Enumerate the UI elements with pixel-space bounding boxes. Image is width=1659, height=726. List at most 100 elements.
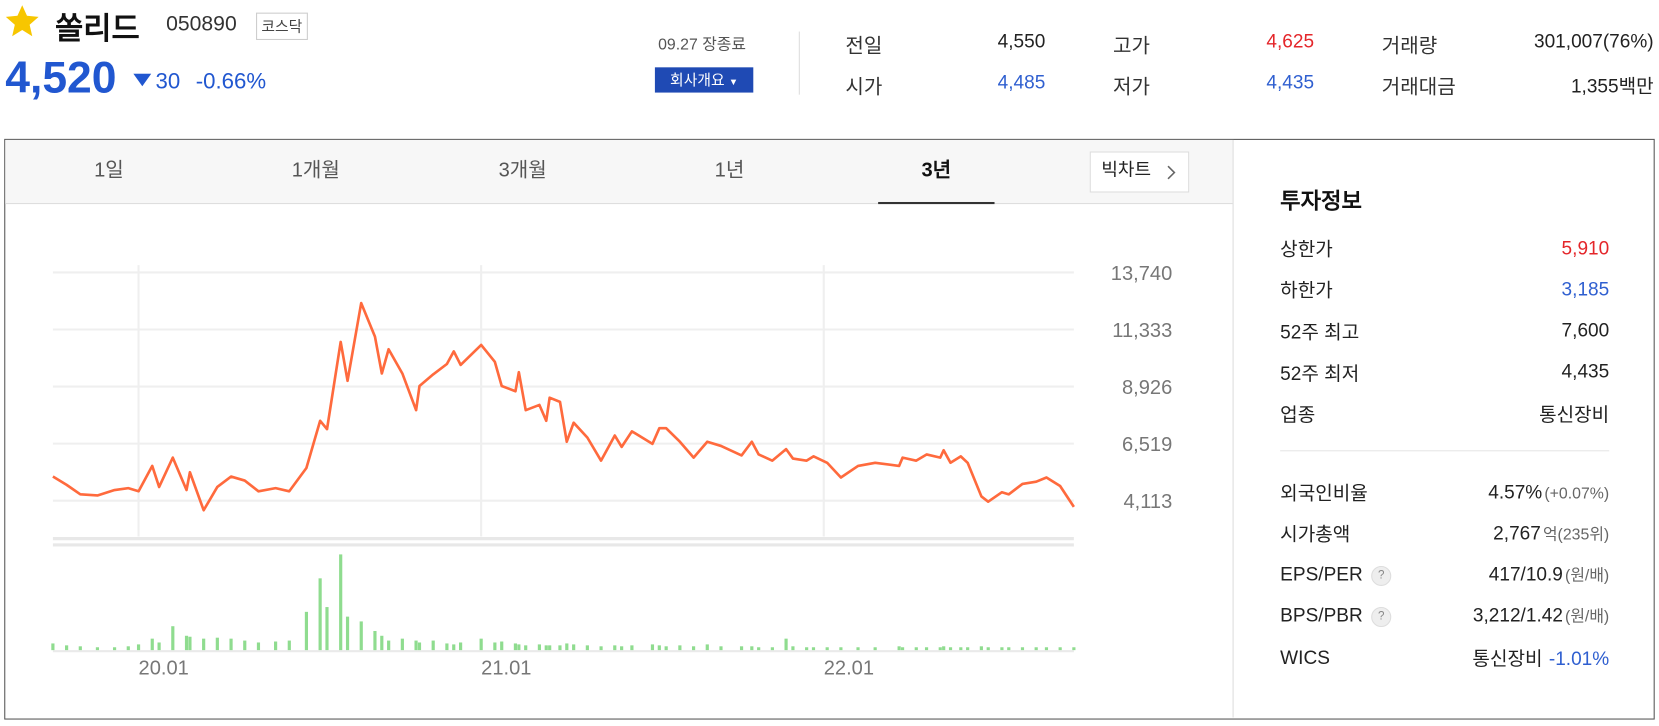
volume-bar — [513, 643, 518, 651]
volume-bar — [95, 647, 100, 651]
price-line — [52, 301, 1075, 512]
volume-bar — [171, 626, 175, 651]
invest-label-box: WICS — [1280, 647, 1330, 669]
chart-panel — [4, 138, 1655, 720]
volume-bar — [1034, 647, 1038, 651]
volume-bar — [493, 642, 497, 651]
current-price: 4,520 — [5, 52, 117, 103]
invest-label-box: 외국인비율 — [1280, 479, 1368, 506]
period-tab[interactable]: 1일 — [94, 159, 124, 182]
volume-bar — [188, 636, 192, 651]
volume-bar — [678, 645, 682, 651]
invest-value-box: 통신장비 — [1539, 400, 1609, 427]
volume-bar — [287, 640, 291, 651]
period-tab[interactable]: 1년 — [714, 159, 745, 182]
invest-label-box: 업종 — [1280, 400, 1315, 427]
volume-bar — [914, 647, 918, 651]
active-underline — [878, 201, 995, 205]
volume-bar — [202, 638, 206, 651]
invest-value-box: 통신장비 -1.01% — [1472, 644, 1609, 671]
volume-bar — [136, 644, 141, 651]
volume-bar — [1020, 647, 1025, 651]
x-tick-label: 22.01 — [824, 657, 874, 679]
tab-bar — [5, 139, 1233, 205]
volume-bar — [500, 641, 504, 651]
stock-name: 쏠리드 — [55, 12, 140, 47]
invest-label: 외국인비율 — [1280, 482, 1368, 504]
quote-value: 4,485 — [997, 71, 1046, 93]
volume-bar — [373, 630, 377, 651]
volume-bar — [856, 647, 860, 651]
quote-value-box: 4,625 — [1266, 31, 1314, 53]
invest-value: 5,910 — [1561, 237, 1610, 259]
market-badge: 코스닥 — [256, 12, 308, 40]
volume-bar — [126, 646, 130, 651]
volume-bar — [811, 647, 816, 651]
quote-value-box: 4,550 — [998, 31, 1046, 53]
price-chart: 13,740 11,333 8,926 6,519 4,113 20.01 21.01 22.… — [51, 263, 1172, 679]
y-tick-label: 4,113 — [1123, 491, 1172, 513]
volume-bar — [897, 646, 901, 651]
invest-value-box: 4.57% (+0.07%) — [1488, 481, 1609, 503]
volume-bar — [959, 647, 963, 651]
quote-label: 거래대금 — [1381, 76, 1456, 99]
favorite-star[interactable] — [4, 4, 40, 38]
period-tab[interactable]: 3개월 — [498, 159, 547, 182]
volume-bar — [304, 611, 309, 651]
volume-bar — [924, 647, 929, 651]
invest-title: 투자정보 — [1280, 189, 1362, 214]
dropdown-caret: ▼ — [728, 76, 739, 88]
big-chart-button[interactable]: 빅차트 — [1089, 151, 1190, 193]
company-info-button[interactable]: 회사개요 ▼ — [654, 67, 754, 93]
invest-label: 업종 — [1280, 404, 1316, 426]
invest-value: 2,767 — [1493, 522, 1541, 544]
invest-value-box: 7,600 — [1562, 320, 1610, 342]
invest-label-box: 52주 최저 — [1280, 359, 1359, 386]
period-tab[interactable]: 3년 — [921, 159, 952, 182]
invest-label: BPS/PBR — [1280, 605, 1363, 627]
volume-bar — [630, 645, 634, 651]
y-tick-label: 6,519 — [1122, 434, 1172, 456]
volume-bar — [548, 645, 552, 651]
invest-label: WICS — [1280, 646, 1330, 668]
invest-label-box: EPS/PER? — [1280, 563, 1392, 586]
invest-label: EPS/PER — [1280, 563, 1363, 586]
company-info-label: 회사개요 — [670, 71, 725, 89]
invest-row: 52주 최저 4,435 — [1280, 359, 1609, 386]
invest-note: -1.01% — [1548, 648, 1610, 670]
help-icon[interactable]: ? — [1371, 565, 1392, 586]
invest-note: 억(235위) — [1542, 525, 1610, 544]
volume-bar — [387, 640, 391, 651]
price-change: 30 — [155, 69, 181, 94]
invest-row: 52주 최고 7,600 — [1280, 317, 1609, 344]
volume-bar — [479, 638, 483, 651]
volume-bar — [986, 647, 990, 651]
help-icon[interactable]: ? — [1371, 607, 1392, 628]
invest-row: EPS/PER? 417/10.9 (원/배) — [1280, 561, 1609, 588]
y-tick-label: 11,333 — [1112, 320, 1172, 342]
period-tab[interactable]: 1개월 — [291, 159, 340, 182]
invest-row: 하한가 3,185 — [1280, 276, 1609, 303]
volume-bar — [544, 645, 548, 651]
volume-bar — [431, 640, 435, 651]
volume-bar — [791, 646, 795, 651]
market-status: 09.27 장종료 — [658, 35, 747, 54]
volume-bar — [900, 647, 905, 651]
volume-bar — [524, 645, 528, 651]
invest-row: 상한가 5,910 — [1280, 235, 1609, 262]
volume-bar — [51, 643, 55, 651]
volume-bar — [1007, 647, 1011, 651]
price-change-pct: -0.66% — [195, 69, 267, 94]
quote-value: 4,625 — [1266, 30, 1315, 52]
x-tick-label: 20.01 — [139, 657, 189, 679]
invest-label: 하한가 — [1280, 280, 1333, 302]
quote-unit: 백만 — [1618, 75, 1654, 97]
invest-value-box: 2,767 억(235위) — [1493, 523, 1609, 545]
volume-bar — [1072, 647, 1076, 651]
volume-bar — [157, 642, 161, 651]
volume-bar — [705, 644, 709, 651]
volume-bar — [942, 646, 946, 651]
invest-row: 시가총액 2,767 억(235위) — [1280, 520, 1609, 547]
volume-bar — [318, 578, 322, 651]
volume-bar — [650, 644, 655, 651]
